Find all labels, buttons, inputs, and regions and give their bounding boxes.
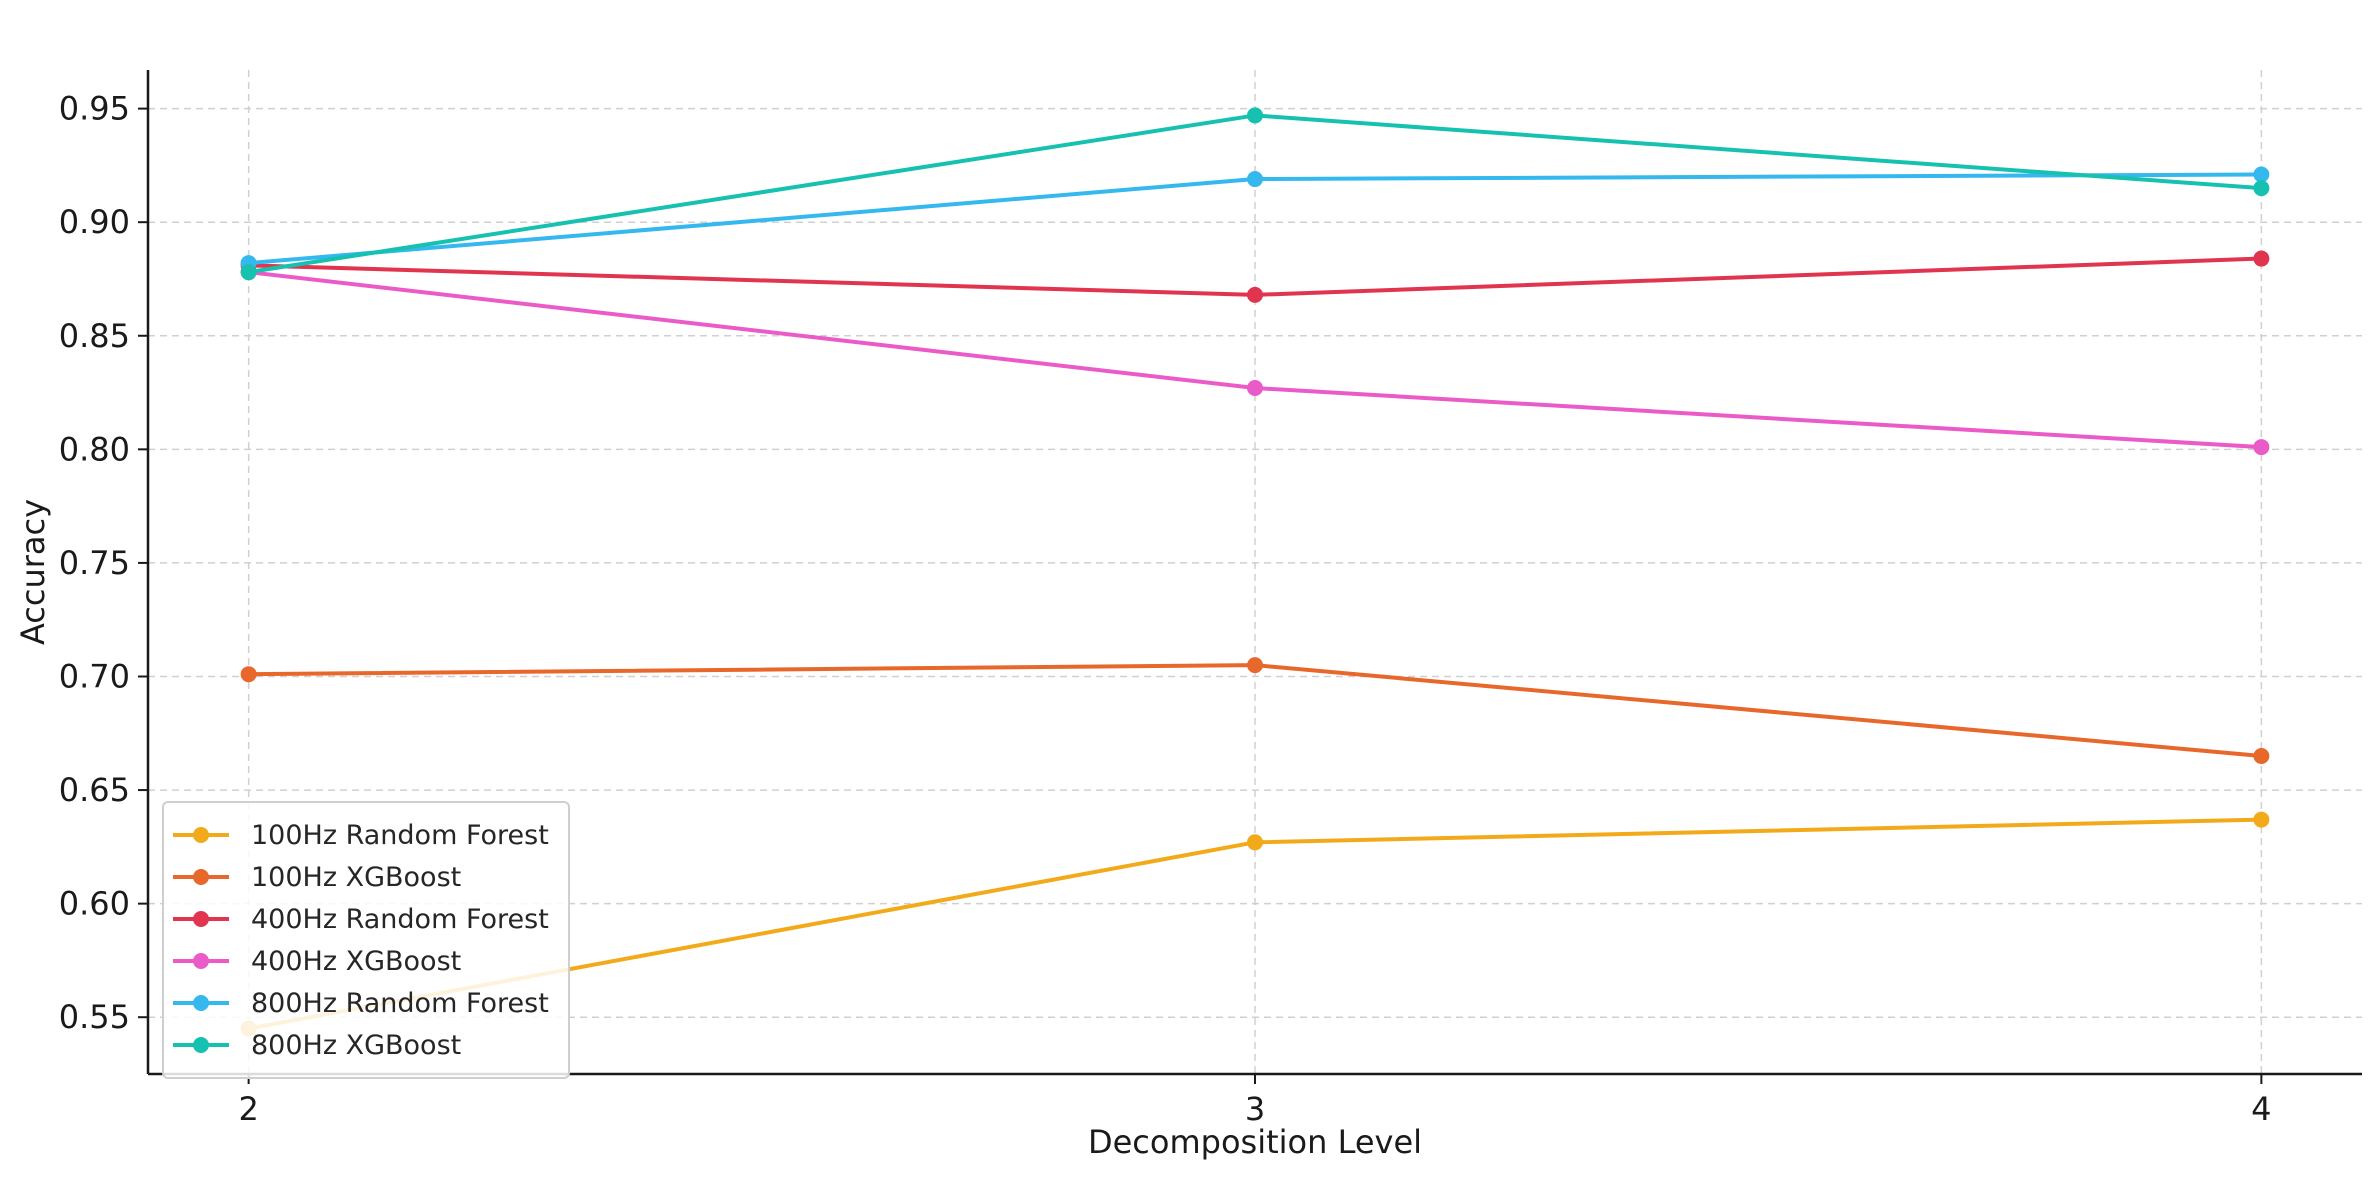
data-point — [2253, 250, 2270, 267]
legend-swatch-marker — [193, 1037, 209, 1053]
data-point — [1247, 380, 1263, 397]
data-point — [2253, 439, 2270, 456]
legend: 100Hz Random Forest 100Hz XGBoost 400Hz Ra… — [162, 801, 570, 1079]
data-point — [2253, 747, 2270, 764]
y-tick-label: 0.55 — [59, 998, 130, 1036]
x-tick-label: 3 — [1245, 1090, 1265, 1128]
data-point — [2253, 166, 2270, 183]
data-point — [2253, 180, 2270, 197]
series-5 — [240, 107, 2270, 281]
legend-swatch-marker — [193, 995, 209, 1011]
legend-swatch-marker — [193, 911, 209, 927]
series-group — [240, 107, 2270, 1037]
y-tick-label: 0.60 — [59, 885, 130, 923]
legend-label: 100Hz XGBoost — [251, 862, 461, 893]
legend-label: 100Hz Random Forest — [251, 820, 549, 851]
data-point — [1247, 107, 1263, 124]
legend-label: 800Hz Random Forest — [251, 988, 549, 1019]
data-point — [240, 264, 257, 281]
x-tick-label: 2 — [238, 1090, 258, 1128]
legend-swatch-marker — [193, 869, 209, 885]
x-tick-label: 4 — [2251, 1090, 2271, 1128]
legend-label: 400Hz XGBoost — [251, 946, 461, 977]
y-tick-label: 0.70 — [59, 657, 130, 695]
legend-box — [162, 801, 570, 1079]
data-point — [1247, 834, 1263, 851]
axes: 0.55 0.60 0.65 0.70 0.75 0.80 0.85 0.90 0.95 2 3 4 — [59, 70, 2362, 1128]
series-4 — [240, 166, 2270, 272]
x-axis-title: Decomposition Level — [1088, 1123, 1422, 1161]
data-point — [240, 666, 257, 683]
y-tick-label: 0.85 — [59, 317, 130, 355]
legend-swatch-marker — [193, 827, 209, 843]
data-point — [1247, 286, 1263, 303]
data-point — [1247, 171, 1263, 188]
y-axis-title: Accuracy — [14, 499, 52, 645]
data-point — [2253, 811, 2270, 828]
legend-swatch-marker — [193, 953, 209, 969]
y-tick-label: 0.80 — [59, 430, 130, 468]
series-1 — [240, 657, 2270, 764]
y-tick-label: 0.75 — [59, 544, 130, 582]
data-point — [1247, 657, 1263, 674]
y-tick-label: 0.90 — [59, 203, 130, 241]
legend-label: 400Hz Random Forest — [251, 904, 549, 935]
y-tick-label: 0.95 — [59, 90, 130, 128]
y-tick-label: 0.65 — [59, 771, 130, 809]
legend-label: 800Hz XGBoost — [251, 1030, 461, 1061]
